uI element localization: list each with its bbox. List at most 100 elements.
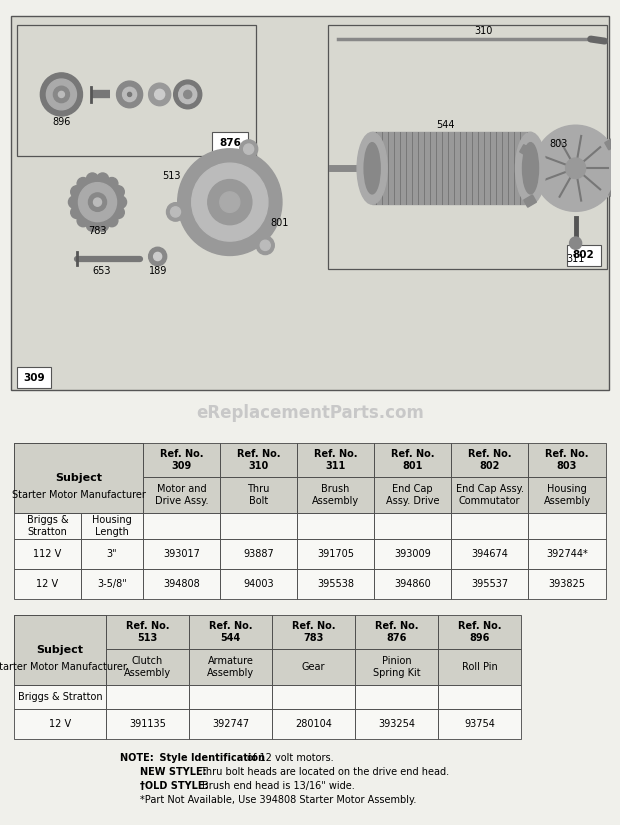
Bar [272, 615, 355, 649]
Circle shape [112, 206, 124, 219]
Text: 94003: 94003 [243, 579, 274, 589]
Text: Ref. No.
876: Ref. No. 876 [374, 621, 418, 643]
Bar [438, 709, 521, 739]
Bar [297, 539, 374, 569]
Text: 395538: 395538 [317, 579, 354, 589]
Circle shape [86, 219, 99, 231]
Circle shape [77, 214, 89, 227]
Circle shape [244, 144, 254, 154]
Bar [297, 443, 374, 477]
Text: Ref. No.
309: Ref. No. 309 [160, 450, 203, 471]
Text: 803: 803 [549, 139, 568, 148]
Text: of 12 volt motors.: of 12 volt motors. [244, 753, 334, 763]
Text: 876: 876 [219, 138, 241, 148]
Text: 393254: 393254 [378, 719, 415, 729]
Bar [297, 513, 374, 539]
Bar [14, 569, 81, 599]
Bar [355, 615, 438, 649]
Bar [81, 539, 143, 569]
Text: Roll Pin: Roll Pin [462, 662, 497, 672]
Circle shape [112, 186, 124, 198]
Circle shape [117, 81, 143, 108]
Text: Briggs &
Stratton: Briggs & Stratton [27, 516, 68, 537]
Bar [567, 245, 601, 266]
Circle shape [240, 140, 258, 158]
Circle shape [53, 87, 69, 102]
Bar [106, 615, 189, 649]
Bar [143, 539, 220, 569]
Circle shape [68, 196, 81, 208]
Text: Starter Motor Manufacturer: Starter Motor Manufacturer [0, 662, 127, 672]
Circle shape [123, 87, 136, 101]
Bar [374, 569, 451, 599]
Text: Brush
Assembly: Brush Assembly [312, 484, 359, 506]
Bar [374, 477, 451, 513]
Circle shape [71, 186, 82, 198]
Circle shape [106, 177, 118, 190]
Circle shape [79, 182, 117, 222]
Bar [143, 569, 220, 599]
Text: 309: 309 [24, 373, 45, 383]
Circle shape [149, 83, 170, 106]
Bar [14, 477, 81, 513]
Bar [81, 513, 143, 539]
Circle shape [170, 207, 180, 217]
Circle shape [115, 196, 126, 208]
Circle shape [220, 192, 240, 212]
Bar [297, 477, 374, 513]
Circle shape [94, 198, 102, 206]
Bar [14, 513, 81, 539]
Bar [14, 443, 143, 513]
Bar [106, 709, 189, 739]
Bar [451, 569, 528, 599]
Bar [451, 443, 528, 477]
Circle shape [192, 163, 268, 241]
Bar [372, 132, 531, 204]
Circle shape [565, 158, 586, 178]
Bar [189, 649, 272, 685]
Circle shape [174, 80, 202, 109]
Text: 3-5/8": 3-5/8" [97, 579, 127, 589]
Bar [609, 188, 620, 200]
Bar [106, 685, 189, 709]
Text: Housing
Assembly: Housing Assembly [544, 484, 591, 506]
Text: Ref. No.
310: Ref. No. 310 [237, 450, 280, 471]
Circle shape [178, 148, 282, 256]
Bar [528, 569, 606, 599]
Bar [524, 195, 536, 207]
Bar [297, 569, 374, 599]
Text: 393017: 393017 [163, 549, 200, 559]
Text: Brush end head is 13/16" wide.: Brush end head is 13/16" wide. [202, 781, 355, 791]
Bar [106, 649, 189, 685]
Bar [81, 443, 143, 477]
Circle shape [40, 73, 82, 116]
Bar [374, 513, 451, 539]
Text: Ref. No.
783: Ref. No. 783 [292, 621, 335, 643]
Ellipse shape [357, 132, 387, 204]
Text: Gear: Gear [302, 662, 326, 672]
Bar [220, 443, 297, 477]
Text: 395537: 395537 [471, 579, 508, 589]
Text: Style Identification: Style Identification [156, 753, 265, 763]
Circle shape [149, 248, 167, 266]
Text: 801: 801 [271, 218, 289, 228]
Circle shape [179, 85, 197, 104]
Text: Ref. No.
896: Ref. No. 896 [458, 621, 501, 643]
Text: Thru bolt heads are located on the drive end head.: Thru bolt heads are located on the drive… [200, 767, 449, 777]
Circle shape [167, 203, 185, 221]
Text: Pinion
Spring Kit: Pinion Spring Kit [373, 656, 420, 678]
Bar [220, 513, 297, 539]
Circle shape [260, 240, 270, 251]
Text: 311: 311 [567, 253, 585, 263]
Bar [14, 443, 81, 477]
Text: Housing
Length: Housing Length [92, 516, 132, 537]
Circle shape [77, 177, 89, 190]
Text: 394808: 394808 [163, 579, 200, 589]
Text: 310: 310 [474, 26, 493, 35]
Text: 12 V: 12 V [37, 579, 58, 589]
Circle shape [208, 180, 252, 224]
Bar [220, 569, 297, 599]
Text: 391135: 391135 [129, 719, 166, 729]
Text: End Cap Assy.
Commutator: End Cap Assy. Commutator [456, 484, 523, 506]
Text: 189: 189 [148, 266, 167, 276]
